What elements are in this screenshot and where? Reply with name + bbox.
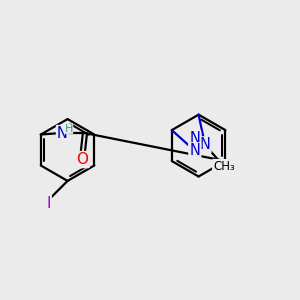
Text: N: N xyxy=(189,131,200,146)
Text: O: O xyxy=(76,152,88,167)
Text: N: N xyxy=(200,137,210,152)
Text: N: N xyxy=(56,126,68,141)
Text: I: I xyxy=(46,196,51,211)
Text: H: H xyxy=(64,124,73,134)
Text: N: N xyxy=(189,143,200,158)
Text: CH₃: CH₃ xyxy=(213,160,235,173)
